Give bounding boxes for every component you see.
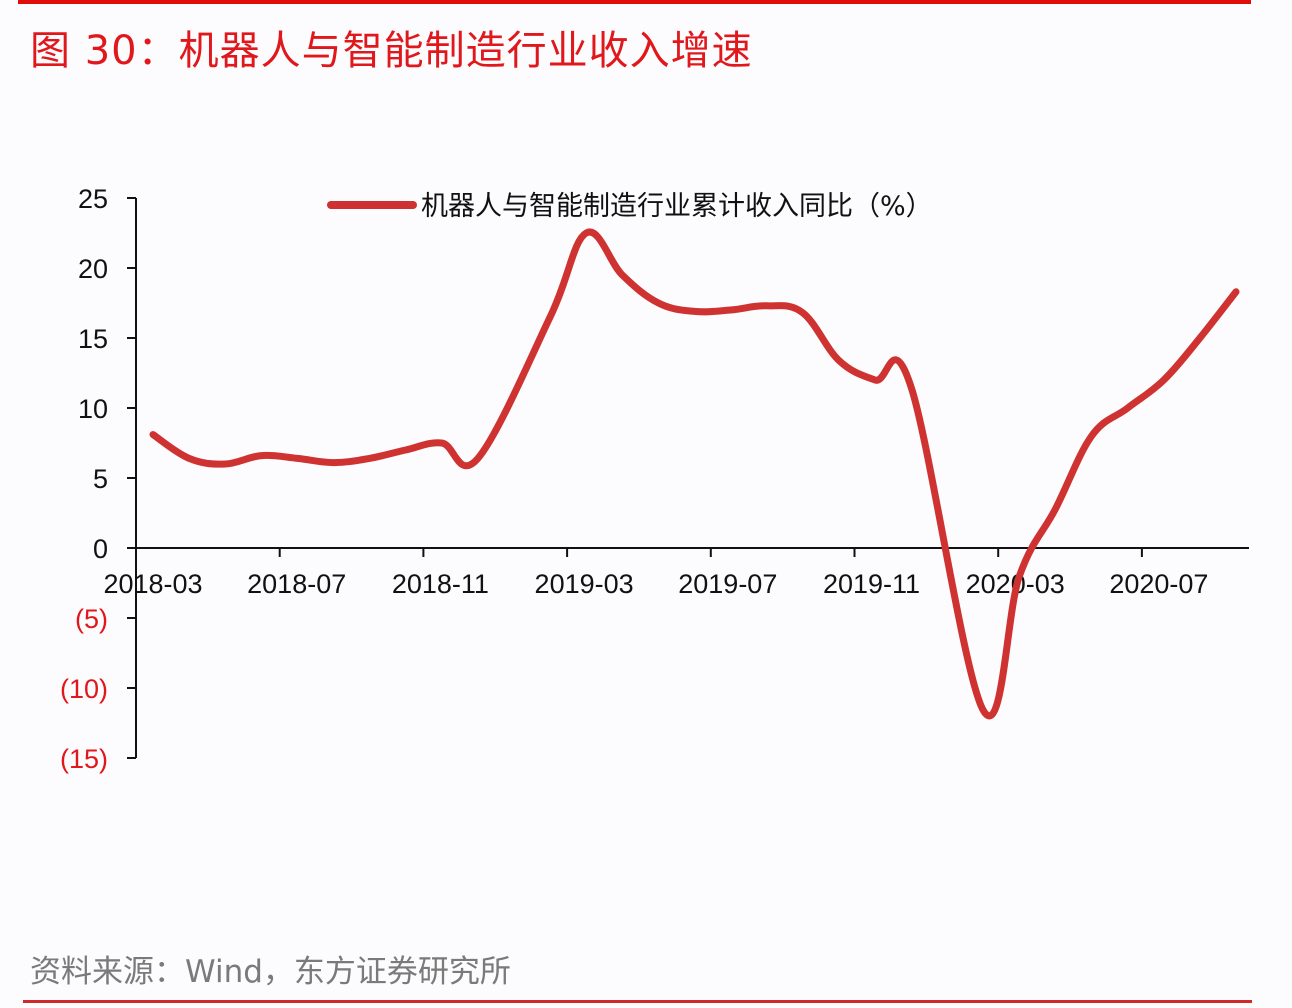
x-tick-label: 2019-07	[678, 569, 777, 599]
y-tick-label: (10)	[60, 674, 108, 704]
legend-label: 机器人与智能制造行业累计收入同比（%）	[421, 191, 933, 222]
x-tick-label: 2018-07	[247, 569, 346, 599]
y-tick-label: 5	[93, 464, 108, 494]
x-tick-label: 2020-07	[1109, 569, 1208, 599]
y-tick-label: 25	[78, 184, 108, 214]
y-tick-label: 10	[78, 394, 108, 424]
y-axis: 25 20 15 10 5 0 (5) (10) (15)	[60, 184, 137, 774]
series-line	[149, 228, 1240, 720]
y-tick-label: 15	[78, 324, 108, 354]
source-note: 资料来源：Wind，东方证券研究所	[30, 954, 511, 990]
y-tick-label: 20	[78, 254, 108, 284]
x-tick-label: 2018-11	[392, 569, 489, 599]
figure-title: 图 30：机器人与智能制造行业收入增速	[30, 28, 753, 74]
legend: 机器人与智能制造行业累计收入同比（%）	[327, 191, 933, 222]
x-axis: 2018-03 2018-07 2018-11 2019-03 2019-07 2019-…	[103, 547, 1249, 599]
x-tick-label: 2018-03	[103, 569, 202, 599]
bottom-rule	[23, 1000, 1252, 1003]
y-tick-label: (15)	[60, 744, 108, 774]
top-rule	[18, 0, 1251, 4]
y-tick-label: 0	[93, 534, 108, 564]
x-tick-label: 2019-11	[823, 569, 920, 599]
x-tick-label: 2019-03	[535, 569, 634, 599]
y-tick-label: (5)	[75, 604, 108, 634]
